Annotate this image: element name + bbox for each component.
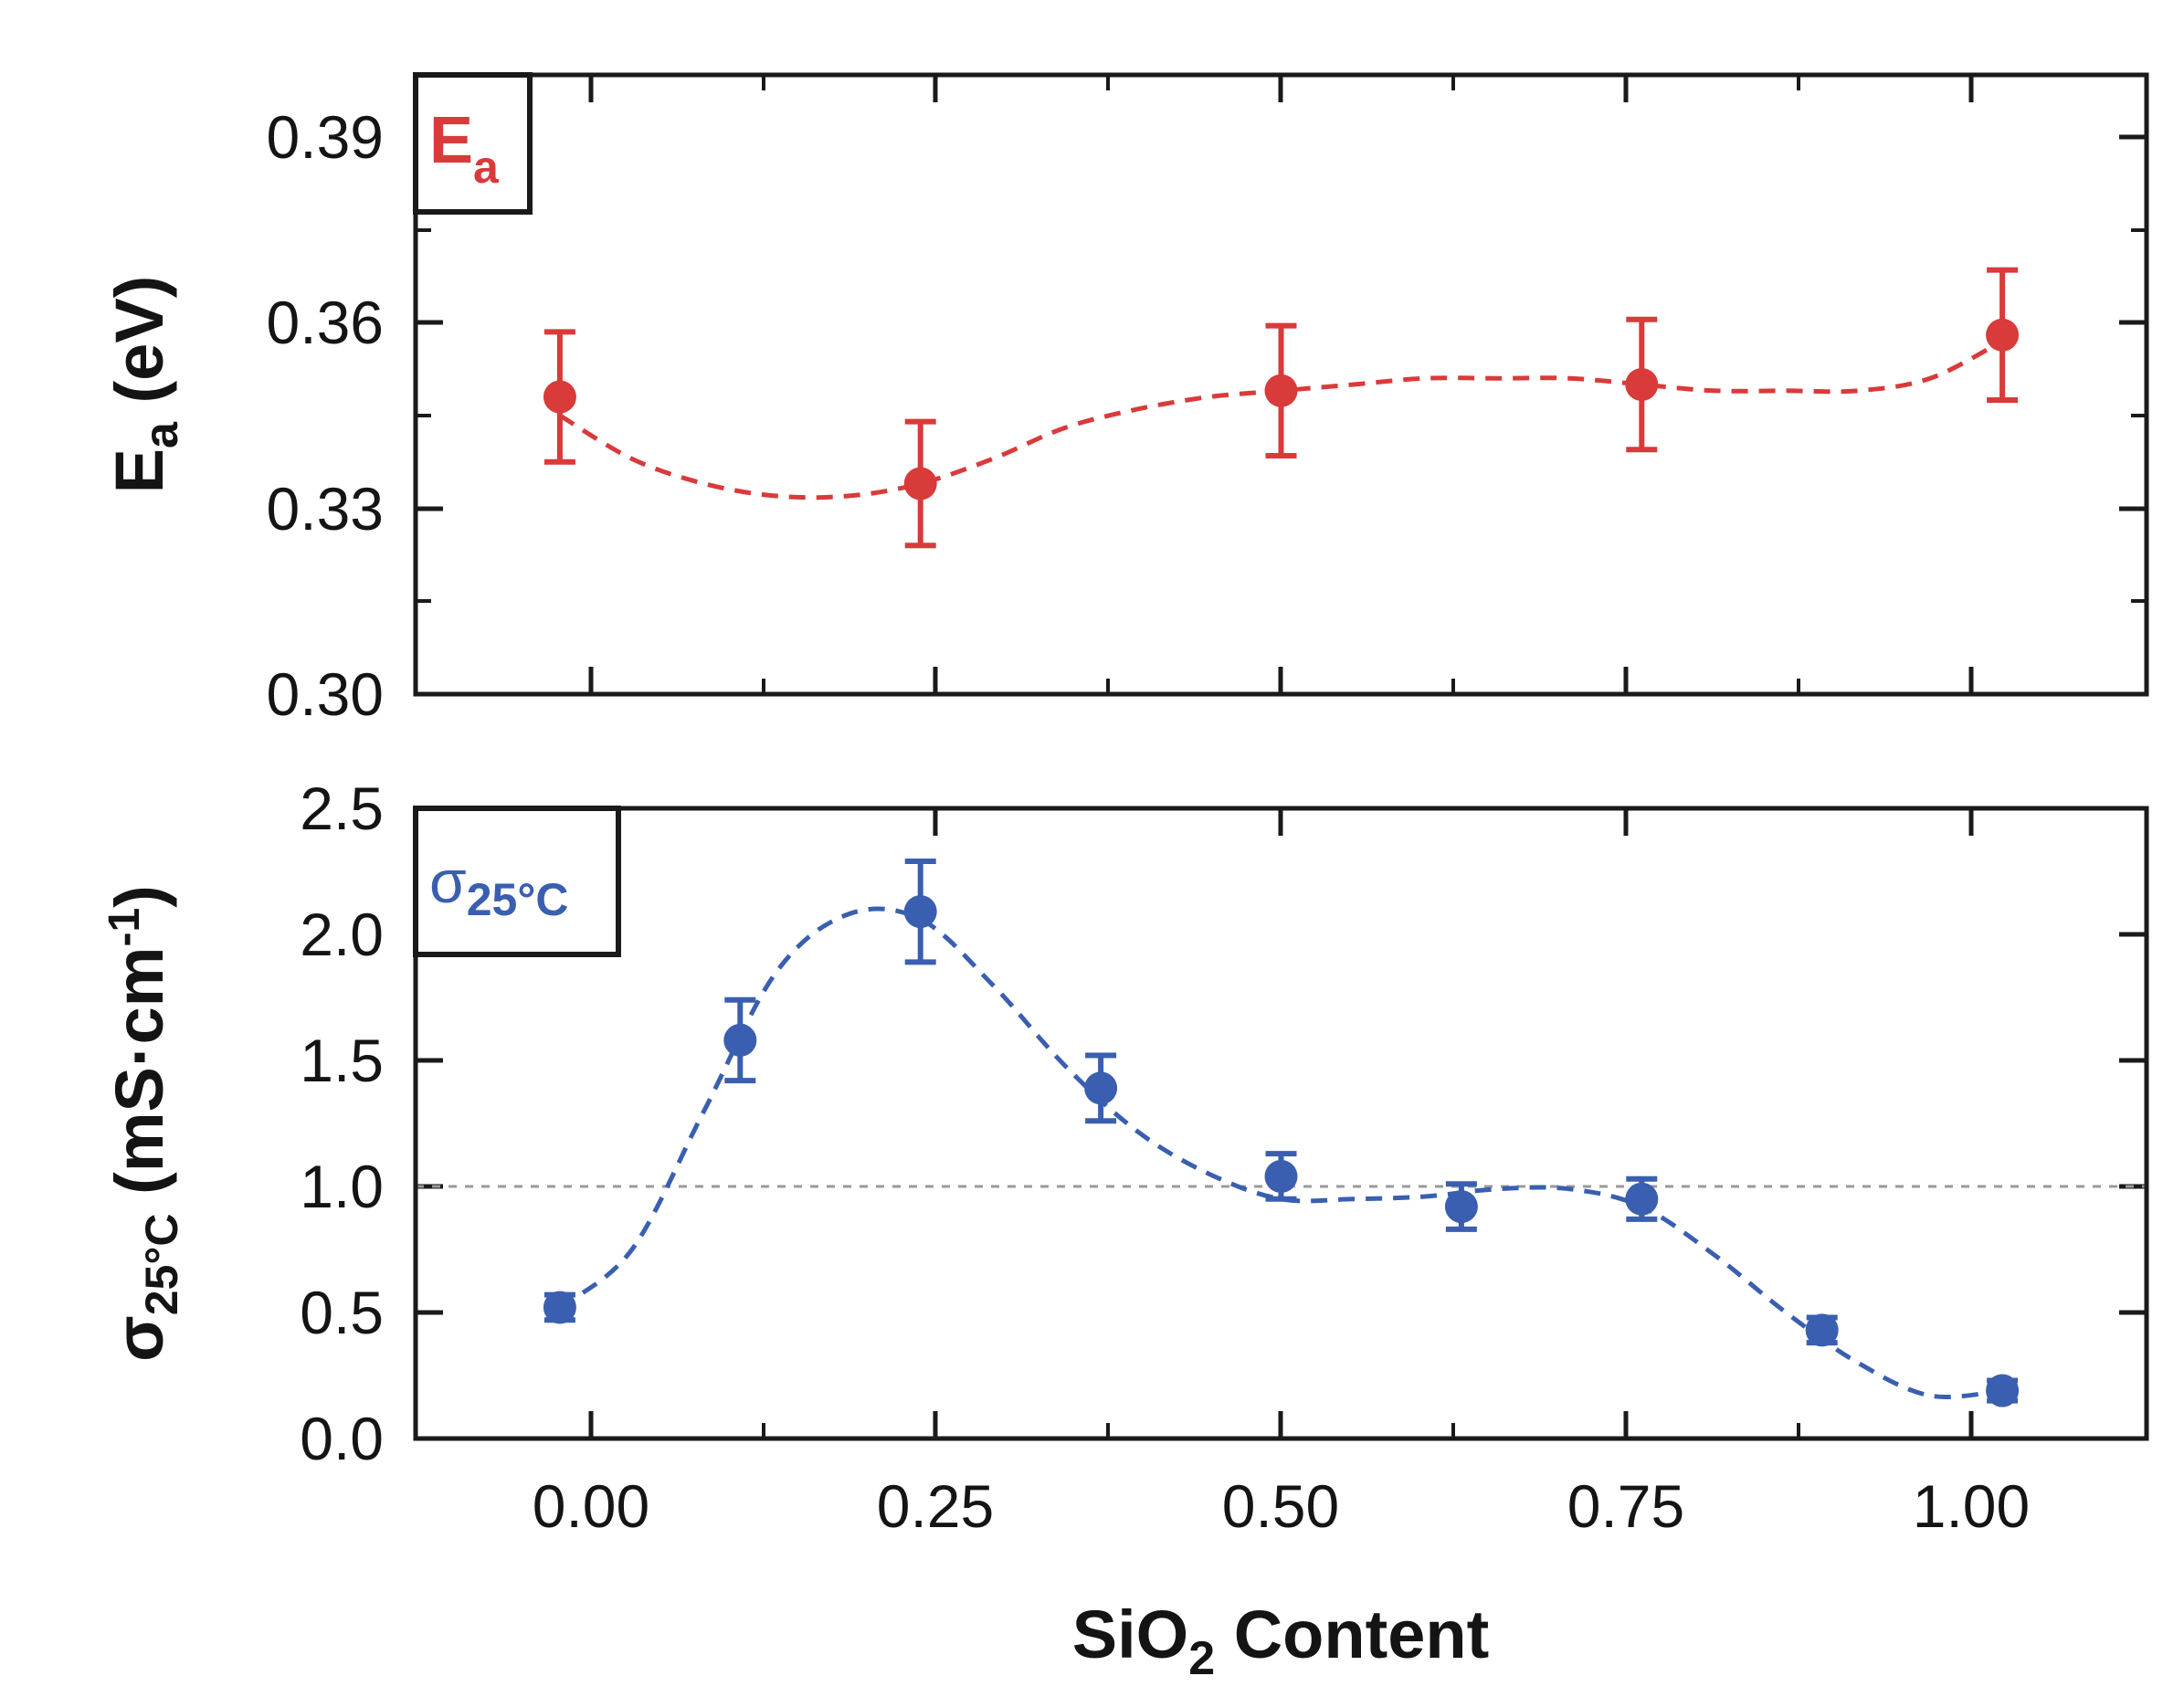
sigma-ytick-label: 2.0 — [300, 901, 384, 968]
sigma-ytick-label: 0.0 — [300, 1405, 384, 1472]
sigma-data-point — [1444, 1181, 1478, 1232]
ea-x-ticks — [588, 75, 1974, 694]
ea-data-point — [1986, 267, 2020, 403]
ea-y-axis-title: Ea (eV) — [101, 276, 188, 494]
sigma-data-point — [1264, 1151, 1298, 1202]
sigma-marker — [1986, 1374, 2020, 1407]
sigma-legend-label: σ25°C — [429, 848, 568, 925]
sigma-marker — [543, 1291, 576, 1324]
sigma-xtick-label: 0.00 — [533, 1472, 649, 1540]
ea-marker — [1986, 318, 2020, 352]
sigma-marker — [1264, 1159, 1298, 1193]
sigma-marker — [1084, 1071, 1118, 1105]
sigma-ytick-label: 0.5 — [300, 1279, 384, 1346]
ea-y-tick-labels: 0.30 0.33 0.36 0.39 — [267, 103, 384, 728]
ea-points — [543, 267, 2020, 549]
sigma-data-point — [1084, 1052, 1118, 1124]
ea-legend-box — [413, 72, 533, 215]
sigma-y-tick-labels: 0.0 0.5 1.0 1.5 2.0 2.5 — [300, 775, 384, 1472]
ea-legend: Ea — [413, 72, 533, 215]
x-axis-title: SiO2 Content — [1072, 1597, 1489, 1685]
ea-plot-frame — [413, 72, 2149, 697]
sigma-marker — [903, 895, 937, 929]
ea-ytick-label: 0.30 — [267, 660, 384, 728]
ea-marker — [903, 467, 937, 501]
ea-legend-label: Ea — [429, 104, 500, 193]
sigma-legend: σ25°C — [413, 806, 621, 957]
sigma-legend-box — [413, 806, 621, 957]
ea-data-point — [1625, 316, 1659, 453]
sigma-data-point — [903, 858, 937, 965]
sigma-marker — [1444, 1190, 1478, 1224]
ea-ytick-label: 0.33 — [267, 475, 384, 543]
sigma-marker — [1805, 1313, 1839, 1347]
ea-marker — [1625, 368, 1659, 401]
sigma-ytick-label: 2.5 — [300, 775, 384, 842]
sigma-panel: 0.0 0.5 1.0 1.5 2.0 2.5 0.00 0.25 0.50 0… — [100, 775, 2149, 1685]
sigma-marker — [723, 1023, 757, 1057]
ea-marker — [543, 380, 576, 414]
sigma-data-point — [543, 1291, 576, 1324]
sigma-xtick-label: 0.25 — [877, 1472, 994, 1540]
sigma-data-point — [1986, 1374, 2020, 1407]
sigma-ytick-label: 1.5 — [300, 1027, 384, 1094]
sigma-xtick-label: 0.50 — [1222, 1472, 1339, 1540]
sigma-x-tick-labels: 0.00 0.25 0.50 0.75 1.00 — [533, 1472, 2030, 1540]
ea-panel: 0.30 0.33 0.36 0.39 Ea (eV) Ea — [101, 72, 2149, 728]
ea-data-point — [1264, 322, 1298, 459]
sigma-trend-line — [558, 906, 2003, 1400]
sigma-y-ticks — [416, 806, 2147, 1441]
sigma-y-axis-title: σ25°C (mS·cm-1) — [100, 885, 187, 1362]
sigma-xtick-label: 0.75 — [1567, 1472, 1684, 1540]
sigma-xtick-label: 1.00 — [1913, 1472, 2030, 1540]
sigma-plot-frame — [413, 806, 2149, 1441]
ea-data-point — [543, 329, 576, 465]
ea-data-point — [903, 418, 937, 549]
sigma-x-ticks — [588, 808, 1974, 1439]
sigma-data-point — [723, 996, 757, 1084]
ea-ytick-label: 0.39 — [267, 103, 384, 171]
sigma-ytick-label: 1.0 — [300, 1153, 384, 1220]
ea-ytick-label: 0.36 — [267, 289, 384, 356]
sigma-data-point — [1805, 1313, 1839, 1347]
ea-marker — [1264, 374, 1298, 407]
sigma-data-point — [1625, 1175, 1659, 1222]
sigma-points — [543, 858, 2020, 1407]
sigma-marker — [1625, 1182, 1659, 1216]
